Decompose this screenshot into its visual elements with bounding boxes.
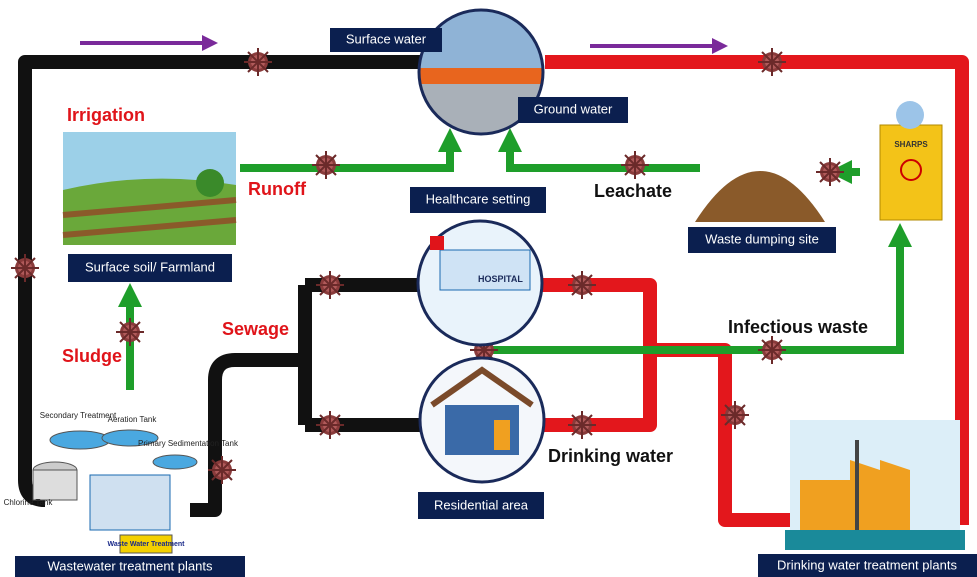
label: Ground water	[534, 101, 613, 116]
hospital-text: HOSPITAL	[478, 274, 523, 284]
plant-sign: Waste Water Treatment	[108, 541, 186, 548]
residential-circle	[418, 356, 546, 484]
label: Surface soil/ Farmland	[85, 259, 215, 274]
caption: Sewage	[222, 319, 289, 339]
chlorine-text: Chlorine Tank	[4, 498, 54, 507]
label: Residential area	[434, 497, 529, 512]
caption: Irrigation	[67, 105, 145, 125]
label-boxes: Surface water Ground water Healthcare se…	[15, 28, 977, 577]
dwtp-image	[785, 420, 965, 550]
caption: Sludge	[62, 346, 122, 366]
waste-pile	[695, 171, 825, 222]
caption: Drinking water	[548, 446, 673, 466]
captions: Irrigation Runoff Leachate Sewage Sludge…	[62, 105, 868, 466]
sharps-bin: SHARPS	[879, 101, 943, 221]
caption: Leachate	[594, 181, 672, 201]
label: Wastewater treatment plants	[48, 558, 213, 573]
sharps-text: SHARPS	[894, 140, 928, 149]
wwtp-image: Waste Water Treatment Secondary Treatmen…	[4, 411, 239, 554]
primary-text: Primary Sedimentation Tank	[138, 439, 239, 448]
aeration-text: Aeration Tank	[108, 415, 158, 424]
caption: Infectious waste	[728, 317, 868, 337]
label: Drinking water treatment plants	[777, 557, 957, 572]
hospital-circle: HOSPITAL	[416, 219, 544, 347]
farmland-image	[62, 132, 237, 245]
label: Surface water	[346, 31, 427, 46]
label: Healthcare setting	[426, 191, 531, 206]
secondary-text: Secondary Treatment	[40, 411, 117, 420]
caption: Runoff	[248, 179, 307, 199]
label: Waste dumping site	[705, 231, 819, 246]
